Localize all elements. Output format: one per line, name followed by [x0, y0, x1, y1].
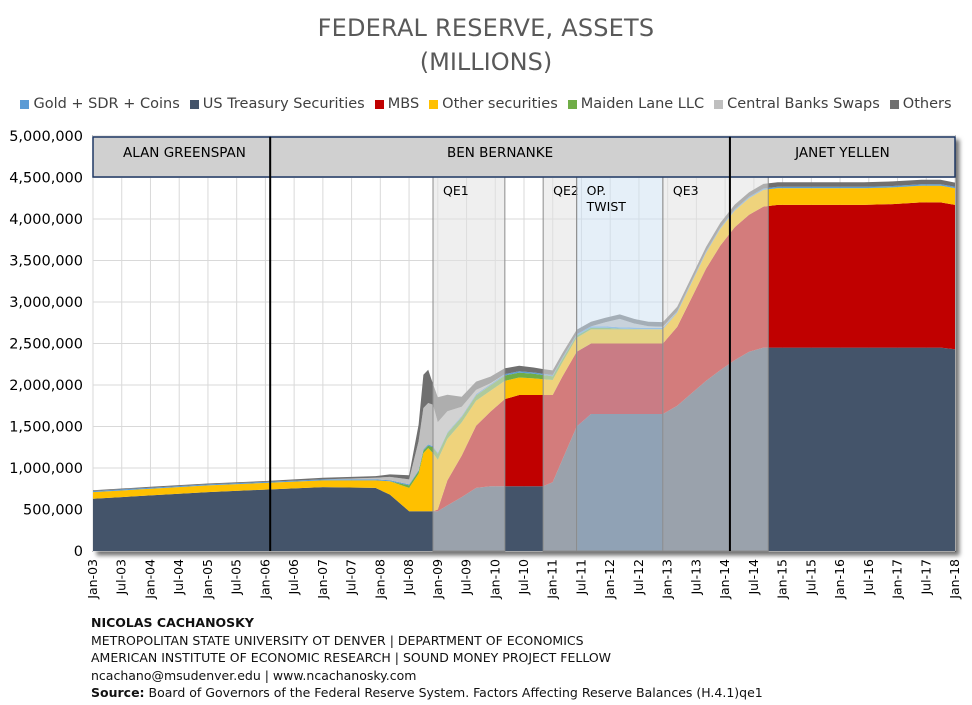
- x-tick-label: Jan-05: [200, 559, 215, 600]
- legend-item: MBS: [374, 96, 420, 112]
- x-tick-label: Jan-13: [660, 559, 675, 600]
- program-band: [542, 176, 578, 552]
- legend-label: MBS: [387, 96, 420, 112]
- x-tick-label: Jul-15: [803, 559, 818, 596]
- x-tick-label: Jan-15: [775, 559, 790, 600]
- y-tick-label: 4,500,000: [9, 171, 83, 187]
- legend-label: Gold + SDR + Coins: [33, 96, 180, 112]
- program-label: OP.: [587, 183, 606, 198]
- chart-subtitle: (MILLIONS): [419, 48, 553, 76]
- y-tick-label: 1,000,000: [9, 461, 83, 477]
- x-tick-label: Jan-06: [257, 559, 272, 600]
- legend-swatch: [567, 99, 577, 109]
- y-tick-label: 0: [74, 544, 83, 560]
- x-tick-label: Jul-17: [918, 559, 933, 596]
- x-tick-label: Jul-03: [114, 559, 129, 596]
- x-tick-label: Jan-04: [142, 559, 157, 600]
- legend-swatch: [429, 99, 439, 109]
- x-tick-label: Jul-16: [861, 559, 876, 596]
- y-tick-label: 1,500,000: [9, 420, 83, 436]
- y-tick-label: 2,000,000: [9, 378, 83, 394]
- y-tick-label: 3,000,000: [9, 295, 83, 311]
- x-tick-label: Jul-04: [171, 559, 186, 596]
- program-bands: QE1 QE2 OP.TWIST QE3: [432, 176, 769, 552]
- legend-label: US Treasury Securities: [202, 96, 365, 112]
- legend-swatch: [889, 99, 899, 109]
- x-tick-label: Jan-03: [85, 559, 100, 600]
- legend-swatch: [20, 99, 30, 109]
- x-tick-label: Jan-18: [947, 559, 962, 600]
- x-tick-label: Jul-07: [344, 559, 359, 596]
- footer-line-3: ncachano@msudenver.edu | www.ncachanosky…: [91, 667, 417, 683]
- x-tick-label: Jul-13: [688, 559, 703, 596]
- chart-title: FEDERAL RESERVE, ASSETS: [317, 14, 655, 42]
- x-tick-label: Jan-09: [430, 559, 445, 600]
- era-label: BEN BERNANKE: [447, 145, 553, 161]
- x-tick-label: Jul-06: [286, 559, 301, 596]
- x-tick-label: Jan-11: [545, 559, 560, 600]
- legend-swatch: [374, 99, 384, 109]
- footer-author: NICOLAS CACHANOSKY: [91, 615, 254, 630]
- program-label: QE2: [553, 183, 579, 198]
- legend-label: Others: [902, 96, 952, 112]
- x-tick-label: Jan-07: [315, 559, 330, 600]
- footer-line-2: AMERICAN INSTITUTE OF ECONOMIC RESEARCH …: [91, 650, 612, 665]
- x-tick-label: Jan-17: [890, 559, 905, 600]
- footer-line-1: METROPOLITAN STATE UNIVERSITY OT DENVER …: [91, 632, 584, 648]
- x-tick-label: Jul-08: [401, 559, 416, 596]
- x-tick-label: Jan-14: [717, 559, 732, 600]
- x-tick-label: Jul-09: [459, 559, 474, 596]
- x-tick-label: Jan-08: [372, 559, 387, 600]
- legend-item: Maiden Lane LLC: [567, 96, 705, 112]
- y-tick-label: 500,000: [23, 503, 83, 519]
- y-tick-label: 4,000,000: [9, 212, 83, 228]
- program-band: [662, 176, 769, 552]
- x-axis: Jan-03 Jul-03 Jan-04 Jul-04 Jan-05 Jul-05 Jan-…: [85, 559, 962, 600]
- footer: NICOLAS CACHANOSKY METROPOLITAN STATE UN…: [91, 614, 763, 702]
- legend-item: Central Banks Swaps: [714, 96, 880, 112]
- x-tick-label: Jul-12: [631, 559, 646, 596]
- x-tick-label: Jul-10: [516, 559, 531, 596]
- x-tick-label: Jul-05: [229, 559, 244, 596]
- legend-label: Maiden Lane LLC: [580, 96, 705, 112]
- y-tick-label: 2,500,000: [9, 337, 83, 353]
- era-label: ALAN GREENSPAN: [123, 145, 246, 161]
- legend-item: US Treasury Securities: [189, 96, 365, 112]
- legend-item: Others: [889, 96, 952, 112]
- legend-label: Other securities: [442, 96, 558, 112]
- legend-item: Gold + SDR + Coins: [20, 96, 180, 112]
- era-bands: ALAN GREENSPAN BEN BERNANKE JANET YELLEN: [92, 136, 956, 551]
- program-label: QE1: [443, 183, 469, 198]
- era-band: [729, 136, 956, 178]
- legend-swatch: [714, 99, 724, 109]
- footer-source-label: Source:: [91, 685, 145, 700]
- x-tick-label: Jan-16: [832, 559, 847, 600]
- program-label: TWIST: [586, 199, 627, 214]
- legend-item: Other securities: [429, 96, 558, 112]
- x-tick-label: Jan-10: [487, 559, 502, 600]
- legend-label: Central Banks Swaps: [727, 96, 880, 112]
- footer-source-text: Board of Governors of the Federal Reserv…: [144, 685, 763, 700]
- program-label: QE3: [673, 183, 699, 198]
- x-tick-label: Jul-11: [573, 559, 588, 596]
- footer-source: Source: Board of Governors of the Federa…: [91, 684, 763, 702]
- legend-swatch: [189, 99, 199, 109]
- legend: Gold + SDR + Coins US Treasury Securities…: [0, 96, 972, 112]
- area-chart: QE1 QE2 OP.TWIST QE3 ALAN GREENSPAN BEN BERN…: [9, 129, 962, 600]
- y-axis: 0 500,000 1,000,000 1,500,000 2,000,000 2,500…: [9, 129, 83, 560]
- y-tick-label: 3,500,000: [9, 254, 83, 270]
- program-band: [576, 176, 664, 552]
- program-band: [432, 176, 506, 552]
- x-tick-label: Jan-12: [602, 559, 617, 600]
- x-tick-label: Jul-14: [746, 559, 761, 596]
- y-tick-label: 5,000,000: [9, 129, 83, 145]
- era-label: JANET YELLEN: [794, 145, 890, 161]
